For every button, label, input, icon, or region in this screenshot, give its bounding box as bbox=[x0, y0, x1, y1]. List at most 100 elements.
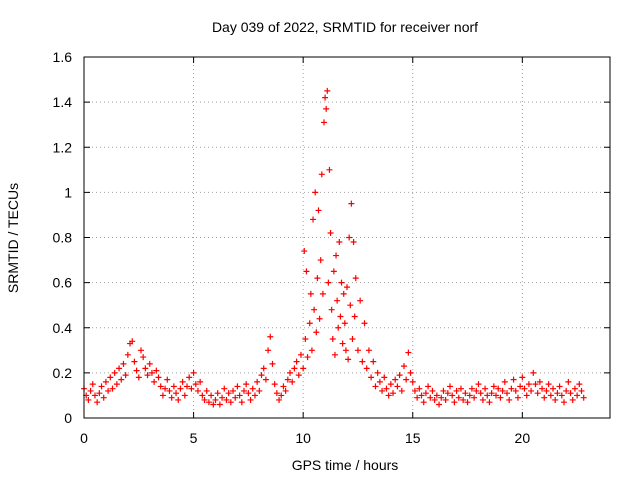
data-point bbox=[87, 387, 94, 394]
data-points bbox=[81, 87, 587, 408]
data-point bbox=[273, 390, 280, 397]
data-point bbox=[148, 369, 155, 376]
data-point bbox=[442, 396, 449, 403]
data-point bbox=[124, 351, 131, 358]
data-point bbox=[151, 378, 158, 385]
data-point bbox=[346, 234, 353, 241]
data-point bbox=[525, 381, 532, 388]
data-point bbox=[365, 347, 372, 354]
data-point bbox=[345, 356, 352, 363]
data-point bbox=[318, 171, 325, 178]
data-point bbox=[552, 396, 559, 403]
data-point bbox=[295, 372, 302, 379]
data-point bbox=[342, 347, 349, 354]
data-point bbox=[344, 284, 350, 291]
data-point bbox=[506, 396, 513, 403]
data-point bbox=[280, 383, 287, 390]
data-point bbox=[427, 394, 434, 401]
data-point bbox=[394, 383, 401, 390]
data-point bbox=[497, 394, 504, 401]
data-point bbox=[411, 387, 418, 394]
data-point bbox=[359, 358, 366, 365]
data-point bbox=[96, 390, 103, 397]
data-point bbox=[297, 351, 304, 358]
data-point bbox=[214, 390, 221, 397]
data-point bbox=[192, 381, 199, 388]
data-point bbox=[140, 354, 147, 361]
data-point bbox=[227, 399, 234, 406]
data-point bbox=[550, 385, 557, 392]
data-point bbox=[403, 376, 410, 383]
data-point bbox=[558, 392, 565, 399]
data-point bbox=[221, 385, 228, 392]
data-point bbox=[210, 401, 217, 408]
data-point bbox=[120, 360, 127, 367]
data-point bbox=[376, 378, 383, 385]
data-point bbox=[276, 396, 283, 403]
data-point bbox=[512, 387, 519, 394]
data-point bbox=[554, 390, 561, 397]
data-point bbox=[245, 390, 252, 397]
data-point bbox=[464, 399, 471, 406]
data-point bbox=[179, 378, 186, 385]
data-point bbox=[289, 378, 296, 385]
data-point bbox=[514, 394, 521, 401]
data-point bbox=[238, 399, 245, 406]
data-point bbox=[308, 347, 315, 354]
data-point bbox=[307, 290, 314, 297]
data-point bbox=[194, 387, 201, 394]
data-point bbox=[311, 306, 318, 313]
data-point bbox=[291, 365, 298, 372]
data-point bbox=[519, 374, 526, 381]
data-point bbox=[335, 324, 342, 331]
data-point bbox=[348, 200, 355, 207]
data-point bbox=[347, 302, 354, 309]
data-point bbox=[91, 392, 98, 399]
data-point bbox=[385, 392, 392, 399]
data-point bbox=[225, 390, 232, 397]
data-point bbox=[326, 166, 333, 173]
data-point bbox=[578, 387, 585, 394]
data-point bbox=[466, 392, 473, 399]
x-tick-label: 15 bbox=[405, 430, 421, 446]
y-tick-label: 0.8 bbox=[53, 230, 73, 246]
data-point bbox=[304, 354, 311, 361]
data-point bbox=[329, 336, 336, 343]
data-point bbox=[306, 320, 313, 327]
data-point bbox=[111, 369, 118, 376]
y-tick-label: 0.6 bbox=[53, 275, 73, 291]
data-point bbox=[230, 387, 237, 394]
x-tick-label: 0 bbox=[80, 430, 88, 446]
data-point bbox=[293, 358, 300, 365]
data-point bbox=[530, 369, 537, 376]
data-point bbox=[349, 336, 356, 343]
data-point bbox=[316, 315, 323, 322]
data-point bbox=[133, 367, 140, 374]
y-tick-label: 0.2 bbox=[53, 365, 73, 381]
data-point bbox=[453, 387, 460, 394]
data-point bbox=[122, 372, 129, 379]
data-point bbox=[118, 376, 125, 383]
data-point bbox=[116, 365, 123, 372]
y-tick-label: 0.4 bbox=[53, 320, 73, 336]
data-point bbox=[501, 378, 508, 385]
data-point bbox=[433, 392, 440, 399]
data-point bbox=[284, 376, 291, 383]
data-point bbox=[534, 390, 541, 397]
data-point bbox=[113, 381, 120, 388]
data-point bbox=[129, 338, 136, 345]
data-point bbox=[303, 268, 310, 275]
data-point bbox=[162, 385, 169, 392]
data-point bbox=[425, 383, 432, 390]
data-point bbox=[532, 381, 539, 388]
data-point bbox=[429, 387, 436, 394]
data-point bbox=[576, 381, 583, 388]
data-point bbox=[323, 105, 330, 112]
data-point bbox=[107, 374, 114, 381]
data-point bbox=[438, 394, 445, 401]
data-point bbox=[444, 390, 451, 397]
data-point bbox=[372, 383, 379, 390]
data-point bbox=[547, 392, 554, 399]
data-point bbox=[216, 401, 223, 408]
data-point bbox=[135, 374, 142, 381]
